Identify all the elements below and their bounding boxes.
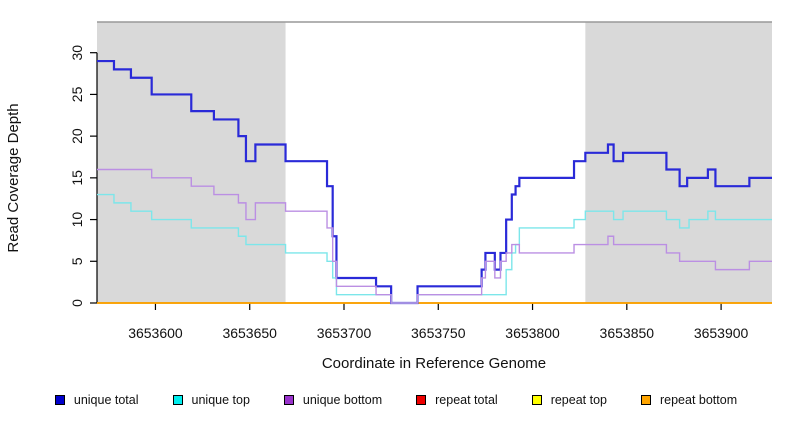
legend-label-unique-bottom: unique bottom xyxy=(302,393,383,407)
legend-swatch-unique-total xyxy=(54,395,65,406)
shaded-region-0 xyxy=(97,22,286,303)
y-tick-label: 15 xyxy=(69,170,85,186)
y-tick-label: 25 xyxy=(69,86,85,102)
legend-swatch-unique-bottom xyxy=(283,395,294,406)
legend: unique total unique top unique bottom repea… xyxy=(0,394,792,407)
shaded-regions xyxy=(97,21,772,303)
legend-swatch-unique-top xyxy=(172,395,183,406)
y-tick-label: 30 xyxy=(69,45,85,61)
legend-label-unique-top: unique top xyxy=(191,393,250,407)
x-axis-label: Coordinate in Reference Genome xyxy=(322,355,546,372)
legend-label-repeat-total: repeat total xyxy=(435,393,498,407)
legend-item-unique-top: unique top xyxy=(172,393,250,407)
series-line-unique-top xyxy=(97,193,772,304)
legend-label-unique-total: unique total xyxy=(73,393,139,407)
x-tick-label: 3653700 xyxy=(317,325,372,341)
shaded-region-1 xyxy=(585,22,772,303)
x-tick-label: 3653850 xyxy=(600,325,655,341)
x-tick-label: 3653650 xyxy=(222,325,277,341)
y-tick-label: 10 xyxy=(69,212,85,228)
legend-swatch-repeat-top xyxy=(531,395,542,406)
series-lines xyxy=(97,59,772,305)
x-tick-label: 3653600 xyxy=(128,325,183,341)
legend-swatch-repeat-bottom xyxy=(640,395,651,406)
y-tick-label: 20 xyxy=(69,128,85,144)
y-tick-label: 5 xyxy=(69,257,85,265)
legend-item-repeat-top: repeat top xyxy=(531,393,607,407)
legend-item-unique-total: unique total xyxy=(54,393,139,407)
series-line-unique-bottom xyxy=(97,168,772,304)
legend-item-repeat-bottom: repeat bottom xyxy=(640,393,738,407)
y-axis-label: Read Coverage Depth xyxy=(5,103,22,252)
legend-swatch-repeat-total xyxy=(416,395,427,406)
legend-item-repeat-total: repeat total xyxy=(416,394,498,407)
legend-label-repeat-top: repeat top xyxy=(550,393,607,407)
legend-label-repeat-bottom: repeat bottom xyxy=(659,393,738,407)
series-line-unique-total xyxy=(97,59,772,305)
legend-item-unique-bottom: unique bottom xyxy=(283,393,383,407)
x-tick-label: 3653900 xyxy=(694,325,749,341)
y-tick-label: 0 xyxy=(69,299,85,307)
coverage-plot: 0 5 10 15 20 25 30 3653600 3653650 3653700 3653750… xyxy=(5,21,772,372)
x-tick-label: 3653750 xyxy=(411,325,466,341)
x-tick-label: 3653800 xyxy=(505,325,560,341)
